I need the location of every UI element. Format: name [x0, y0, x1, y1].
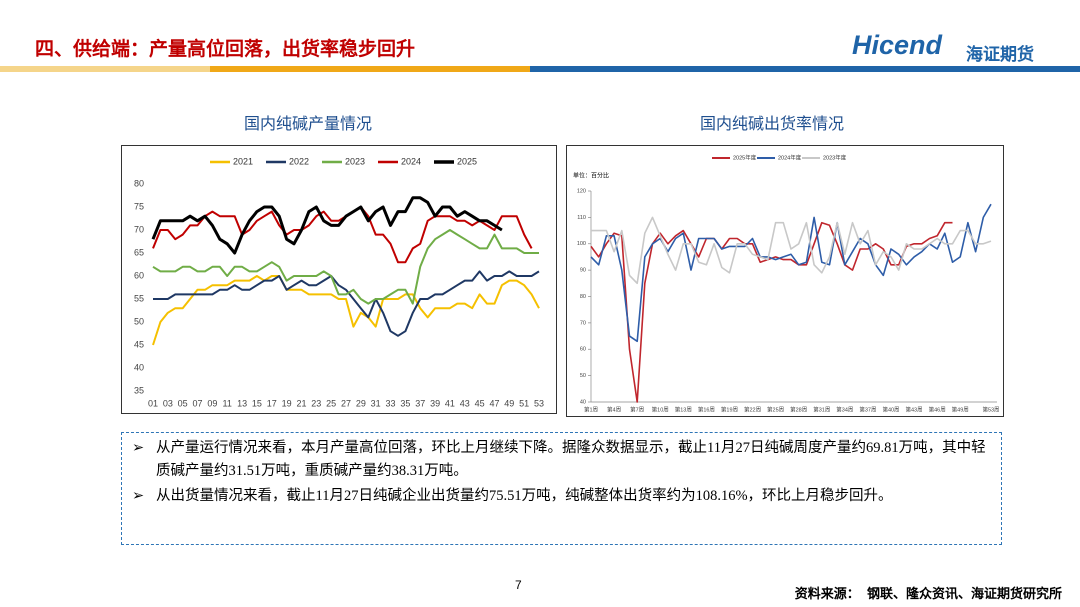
x-tick-label: 第49周 — [952, 405, 969, 413]
legend-label: 2023 — [345, 156, 365, 166]
x-tick-label: 43 — [460, 398, 470, 408]
chart: 35 40 45 50 55 60 65 70 75 80 01 03 05 07 09 11 13 15 17 19… — [121, 145, 557, 414]
y-tick-label: 60 — [134, 270, 144, 280]
x-tick-label: 第10周 — [652, 405, 669, 413]
y-tick-label: 70 — [580, 320, 586, 326]
x-tick-label: 第43周 — [906, 405, 923, 413]
x-tick-label: 45 — [475, 398, 485, 408]
x-tick-label: 第22周 — [744, 405, 761, 413]
x-tick-label: 49 — [504, 398, 514, 408]
x-tick-label: 第37周 — [859, 405, 876, 413]
y-tick-label: 80 — [134, 178, 144, 188]
x-tick-label: 37 — [415, 398, 425, 408]
x-tick-label: 35 — [400, 398, 410, 408]
line — [590, 221, 953, 403]
x-tick-label: 第1周 — [584, 405, 598, 413]
y-tick-label: 40 — [134, 362, 144, 372]
x-tick-label: 25 — [326, 398, 336, 408]
y-tick-label: 75 — [134, 201, 144, 211]
x-tick-label: 第34周 — [836, 405, 853, 413]
header-bar — [0, 66, 210, 72]
x-tick-label: 41 — [445, 398, 455, 408]
line — [151, 196, 503, 255]
bullet: ➢ 从产量运行情况来看，本月产量高位回落，环比上月继续下降。据隆众数据显示，截止1… — [132, 440, 986, 479]
line — [152, 229, 539, 305]
line — [591, 216, 992, 285]
x-tick-label: 第53周 — [982, 405, 999, 413]
line — [152, 275, 540, 346]
legend-label: 2024年度 — [778, 153, 802, 161]
y-tick-label: 35 — [134, 385, 144, 395]
x-tick-label: 09 — [207, 398, 217, 408]
x-tick-label: 27 — [341, 398, 351, 408]
legend-label: 2025年度 — [733, 153, 757, 161]
x-tick-label: 03 — [163, 398, 173, 408]
x-tick-label: 01 — [148, 398, 158, 408]
x-tick-label: 第25周 — [767, 405, 784, 413]
y-tick-label: 65 — [134, 247, 144, 257]
x-tick-label: 第7周 — [630, 405, 644, 413]
x-tick-label: 第40周 — [882, 405, 899, 413]
bullet-box: ➢ 从产量运行情况来看，本月产量高位回落，环比上月继续下降。据隆众数据显示，截止1… — [121, 432, 1002, 545]
y-tick-label: 90 — [580, 268, 586, 274]
x-tick-label: 21 — [296, 398, 306, 408]
y-tick-label: 45 — [134, 339, 144, 349]
unit-label: 单位：百分比 — [573, 172, 609, 180]
x-tick-label: 19 — [282, 398, 292, 408]
x-tick-label: 23 — [311, 398, 321, 408]
y-tick-label: 50 — [580, 373, 586, 379]
x-tick-label: 15 — [252, 398, 262, 408]
line — [590, 203, 992, 343]
legend-label: 2024 — [401, 156, 421, 166]
x-tick-label: 29 — [356, 398, 366, 408]
x-tick-label: 53 — [534, 398, 544, 408]
x-tick-label: 第46周 — [929, 405, 946, 413]
company-name: 海证期货 — [966, 45, 1034, 64]
legend-label: 2023年度 — [823, 153, 847, 161]
y-tick-label: 120 — [577, 188, 586, 194]
x-tick-label: 第28周 — [790, 405, 807, 413]
x-tick-label: 第13周 — [675, 405, 692, 413]
chart: 单位：百分比 40 50 60 70 80 90 100 110 120 第1周 第4周 第7周 第10周… — [566, 145, 1004, 417]
header-bar — [210, 66, 530, 72]
x-tick-label: 11 — [223, 398, 232, 408]
y-tick-label: 60 — [580, 347, 586, 353]
legend-label: 2021 — [233, 156, 253, 166]
x-tick-label: 第4周 — [607, 405, 621, 413]
x-tick-label: 17 — [267, 398, 277, 408]
header-bar — [530, 66, 1080, 72]
line — [152, 206, 533, 264]
y-tick-label: 100 — [577, 241, 586, 247]
x-tick-label: 第19周 — [721, 405, 738, 413]
line — [153, 270, 540, 337]
bullet-text: 从出货量情况来看，截止11月27日纯碱企业出货量约75.51万吨，纯碱整体出货率… — [156, 488, 893, 504]
x-tick-label: 第31周 — [813, 405, 830, 413]
x-tick-label: 33 — [386, 398, 396, 408]
source: 资料来源： 钢联、隆众资讯、海证期货研究所 — [794, 586, 1062, 601]
bullet: ➢ 从出货量情况来看，截止11月27日纯碱企业出货量约75.51万吨，纯碱整体出货… — [132, 488, 893, 504]
x-tick-label: 39 — [430, 398, 440, 408]
slide-title: 四、供给端：产量高位回落，出货率稳步回升 — [35, 39, 416, 60]
x-tick-label: 31 — [371, 398, 381, 408]
y-tick-label: 70 — [134, 224, 144, 234]
x-tick-label: 51 — [519, 398, 529, 408]
chart-title: 国内纯碱出货率情况 — [700, 116, 845, 133]
x-tick-label: 13 — [237, 398, 247, 408]
y-tick-label: 110 — [577, 215, 586, 221]
y-tick-label: 50 — [134, 316, 144, 326]
bullet-text: 从产量运行情况来看，本月产量高位回落，环比上月继续下降。据隆众数据显示，截止11… — [156, 440, 986, 479]
x-tick-label: 07 — [193, 398, 203, 408]
chart-title: 国内纯碱产量情况 — [244, 116, 373, 133]
y-tick-label: 55 — [134, 293, 144, 303]
page-number: 7 — [515, 578, 522, 592]
legend-label: 2022 — [289, 156, 309, 166]
x-tick-label: 05 — [178, 398, 188, 408]
x-tick-label: 47 — [489, 398, 499, 408]
y-tick-label: 40 — [580, 399, 586, 405]
logo: Hicend — [852, 30, 943, 60]
legend-label: 2025 — [457, 156, 477, 166]
x-tick-label: 第16周 — [698, 405, 715, 413]
y-tick-label: 80 — [580, 294, 586, 300]
